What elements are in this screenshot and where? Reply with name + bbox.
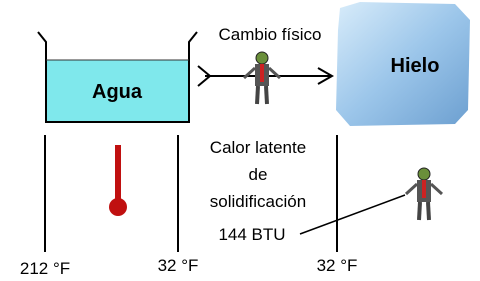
- water-label: Agua: [92, 81, 143, 103]
- temperature-label: 32 °F: [158, 256, 199, 275]
- process-arrow: Cambio físico: [198, 25, 332, 104]
- pointer-line: [300, 195, 405, 234]
- diagram: Agua Cambio físico Hielo Calor latente d…: [0, 0, 480, 281]
- thermometer: [109, 145, 127, 216]
- ice-block: Hielo: [336, 2, 470, 126]
- process-label: Cambio físico: [219, 25, 322, 44]
- ice-label: Hielo: [391, 55, 440, 77]
- temperature-label: 212 °F: [20, 259, 70, 278]
- latent-heat-line: Calor latente: [210, 138, 306, 157]
- latent-heat-amount: 144 BTU: [218, 225, 285, 244]
- latent-heat-line: solidificación: [210, 192, 306, 211]
- figure: [406, 168, 442, 220]
- temperature-label: 32 °F: [317, 256, 358, 275]
- latent-heat-line: de: [249, 165, 268, 184]
- beaker: Agua: [38, 32, 197, 122]
